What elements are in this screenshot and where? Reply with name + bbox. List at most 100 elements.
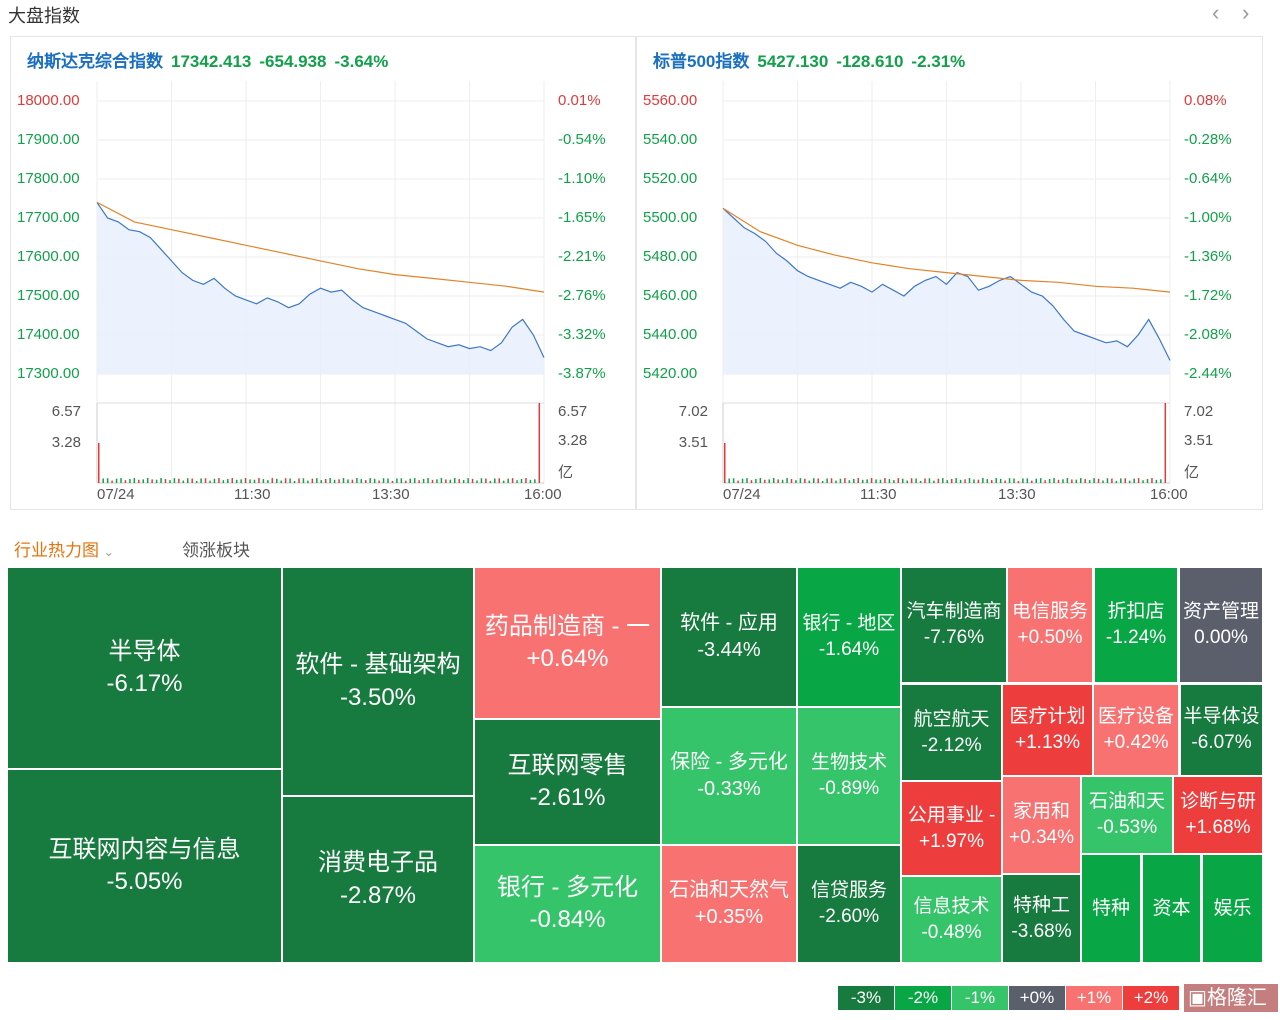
tile-label: 特种工 — [1012, 894, 1070, 916]
index-chart-panel[interactable]: 纳斯达克综合指数 17342.413 -654.938 -3.64% 18000.00 0… — [10, 36, 636, 510]
volume-bar — [151, 479, 153, 483]
volume-bar — [316, 478, 318, 483]
volume-bar — [360, 479, 363, 483]
pct-axis-label: -2.44% — [1184, 365, 1232, 382]
volume-bar — [964, 479, 966, 483]
volume-bar — [1048, 478, 1051, 483]
tile-pct: -1.24% — [1105, 627, 1167, 648]
treemap-tile[interactable]: 软件 - 基础架构 -3.50% — [283, 568, 473, 795]
index-pct: -2.31% — [911, 52, 966, 71]
volume-bar — [1106, 478, 1109, 483]
volume-bar — [454, 478, 456, 483]
chevron-left-icon[interactable]: ‹ — [1212, 0, 1220, 25]
treemap-tile[interactable]: 公用事业 - +1.97% — [902, 782, 1001, 875]
treemap-tile[interactable]: 半导体 -6.17% — [8, 568, 281, 768]
index-name: 纳斯达克综合指数 — [27, 52, 163, 71]
volume-bar — [1066, 478, 1069, 483]
treemap-tile[interactable]: 家用和 +0.34% — [1003, 777, 1080, 873]
volume-bar — [950, 478, 953, 483]
treemap-tile[interactable]: 特种工 -3.68% — [1003, 875, 1080, 962]
volume-bar — [320, 480, 322, 483]
volume-bar — [928, 478, 931, 483]
treemap-tile[interactable]: 互联网内容与信息 -5.05% — [8, 770, 281, 962]
tab-industry-heatmap[interactable]: 行业热力图 ⌄ — [14, 536, 114, 561]
treemap-tile[interactable]: 保险 - 多元化 -0.33% — [662, 708, 796, 844]
tile-pct: -2.60% — [818, 906, 880, 927]
volume-bar — [369, 478, 371, 483]
volume-bar — [795, 480, 797, 483]
index-price: 5427.130 — [757, 52, 829, 71]
treemap-tile[interactable]: 生物技术 -0.89% — [798, 708, 900, 844]
volume-bar — [178, 478, 180, 483]
volume-bar — [1013, 478, 1015, 483]
volume-bar — [1084, 479, 1086, 483]
volume-bar — [387, 478, 389, 483]
treemap-tile[interactable]: 航空航天 -2.12% — [902, 685, 1001, 780]
treemap-tile[interactable]: 银行 - 多元化 -0.84% — [475, 846, 660, 962]
treemap-tile[interactable]: 电信服务 +0.50% — [1008, 568, 1092, 682]
tile-pct: -1.64% — [818, 639, 880, 660]
treemap-tile[interactable]: 娱乐 — [1203, 855, 1262, 962]
treemap-tile[interactable]: 特种 — [1082, 855, 1140, 962]
volume-bar — [324, 478, 327, 483]
volume-bar — [768, 479, 770, 483]
treemap-tile[interactable]: 医疗设备 +0.42% — [1094, 685, 1178, 775]
tab-leading-sectors[interactable]: 领涨板块 — [182, 541, 250, 560]
intraday-chart[interactable] — [11, 37, 637, 511]
treemap-tile[interactable]: 石油和天 -0.53% — [1082, 777, 1172, 853]
legend-item: -2% — [895, 986, 951, 1010]
pct-axis-label: -0.54% — [558, 131, 606, 148]
treemap-tile[interactable]: 药品制造商 - 一 +0.64% — [475, 568, 660, 718]
treemap-tile[interactable]: 资产管理 0.00% — [1180, 568, 1262, 682]
tile-pct: +0.42% — [1103, 732, 1169, 753]
volume-bar — [213, 478, 216, 483]
volume-bar — [378, 480, 380, 483]
treemap-tile[interactable]: 银行 - 地区 -1.64% — [798, 568, 900, 706]
index-chart-panel[interactable]: 标普500指数 5427.130 -128.610 -2.31% 5560.00 0.08… — [636, 36, 1263, 510]
treemap-tile[interactable]: 石油和天然气 +0.35% — [662, 846, 796, 962]
volume-bar — [724, 443, 726, 483]
volume-bar — [866, 479, 868, 483]
price-axis-label: 5460.00 — [643, 287, 698, 304]
volume-bar — [982, 478, 984, 483]
price-axis-label: 17600.00 — [17, 248, 80, 265]
average-line — [96, 201, 545, 293]
treemap-tile[interactable]: 半导体设 -6.07% — [1181, 685, 1262, 775]
pct-axis-label: -2.76% — [558, 287, 606, 304]
volume-bar — [485, 478, 487, 483]
volume-bar — [529, 479, 532, 483]
volume-bar — [271, 478, 274, 483]
tile-pct: +1.13% — [1015, 732, 1080, 753]
treemap-tile[interactable]: 信息技术 -0.48% — [902, 877, 1001, 962]
volume-bar — [120, 478, 122, 483]
volume-bar — [347, 479, 349, 483]
pct-axis-label: -1.10% — [558, 170, 606, 187]
tile-label: 医疗计划 — [1009, 706, 1086, 728]
volume-bar — [502, 480, 505, 483]
volume-bar — [902, 478, 904, 483]
volume-bar — [839, 478, 842, 483]
volume-bar — [480, 478, 483, 483]
volume-bar — [471, 478, 474, 483]
tile-label: 汽车制造商 — [906, 601, 1002, 623]
volume-bar — [498, 478, 500, 483]
chevron-right-icon[interactable]: › — [1242, 0, 1250, 25]
volume-bar — [764, 479, 766, 483]
volume-bar — [772, 478, 775, 483]
treemap-tile[interactable]: 折扣店 -1.24% — [1095, 568, 1177, 682]
treemap-tile[interactable]: 诊断与研 +1.68% — [1174, 777, 1262, 853]
tile-pct: +0.64% — [526, 645, 609, 672]
volume-bar — [467, 478, 469, 483]
treemap-tile[interactable]: 资本 — [1143, 855, 1200, 962]
treemap-tile[interactable]: 信贷服务 -2.60% — [798, 846, 900, 962]
tile-pct: -3.68% — [1011, 920, 1072, 942]
treemap-tile[interactable]: 汽车制造商 -7.76% — [902, 568, 1006, 682]
intraday-chart[interactable] — [637, 37, 1263, 511]
treemap-tile[interactable]: 医疗计划 +1.13% — [1003, 685, 1092, 775]
treemap-tile[interactable]: 互联网零售 -2.61% — [475, 720, 660, 844]
price-axis-label: 17400.00 — [17, 326, 80, 343]
volume-bar — [893, 480, 895, 483]
treemap-tile[interactable]: 消费电子品 -2.87% — [283, 797, 473, 962]
tile-pct: -2.87% — [339, 881, 417, 909]
treemap-tile[interactable]: 软件 - 应用 -3.44% — [662, 568, 796, 706]
